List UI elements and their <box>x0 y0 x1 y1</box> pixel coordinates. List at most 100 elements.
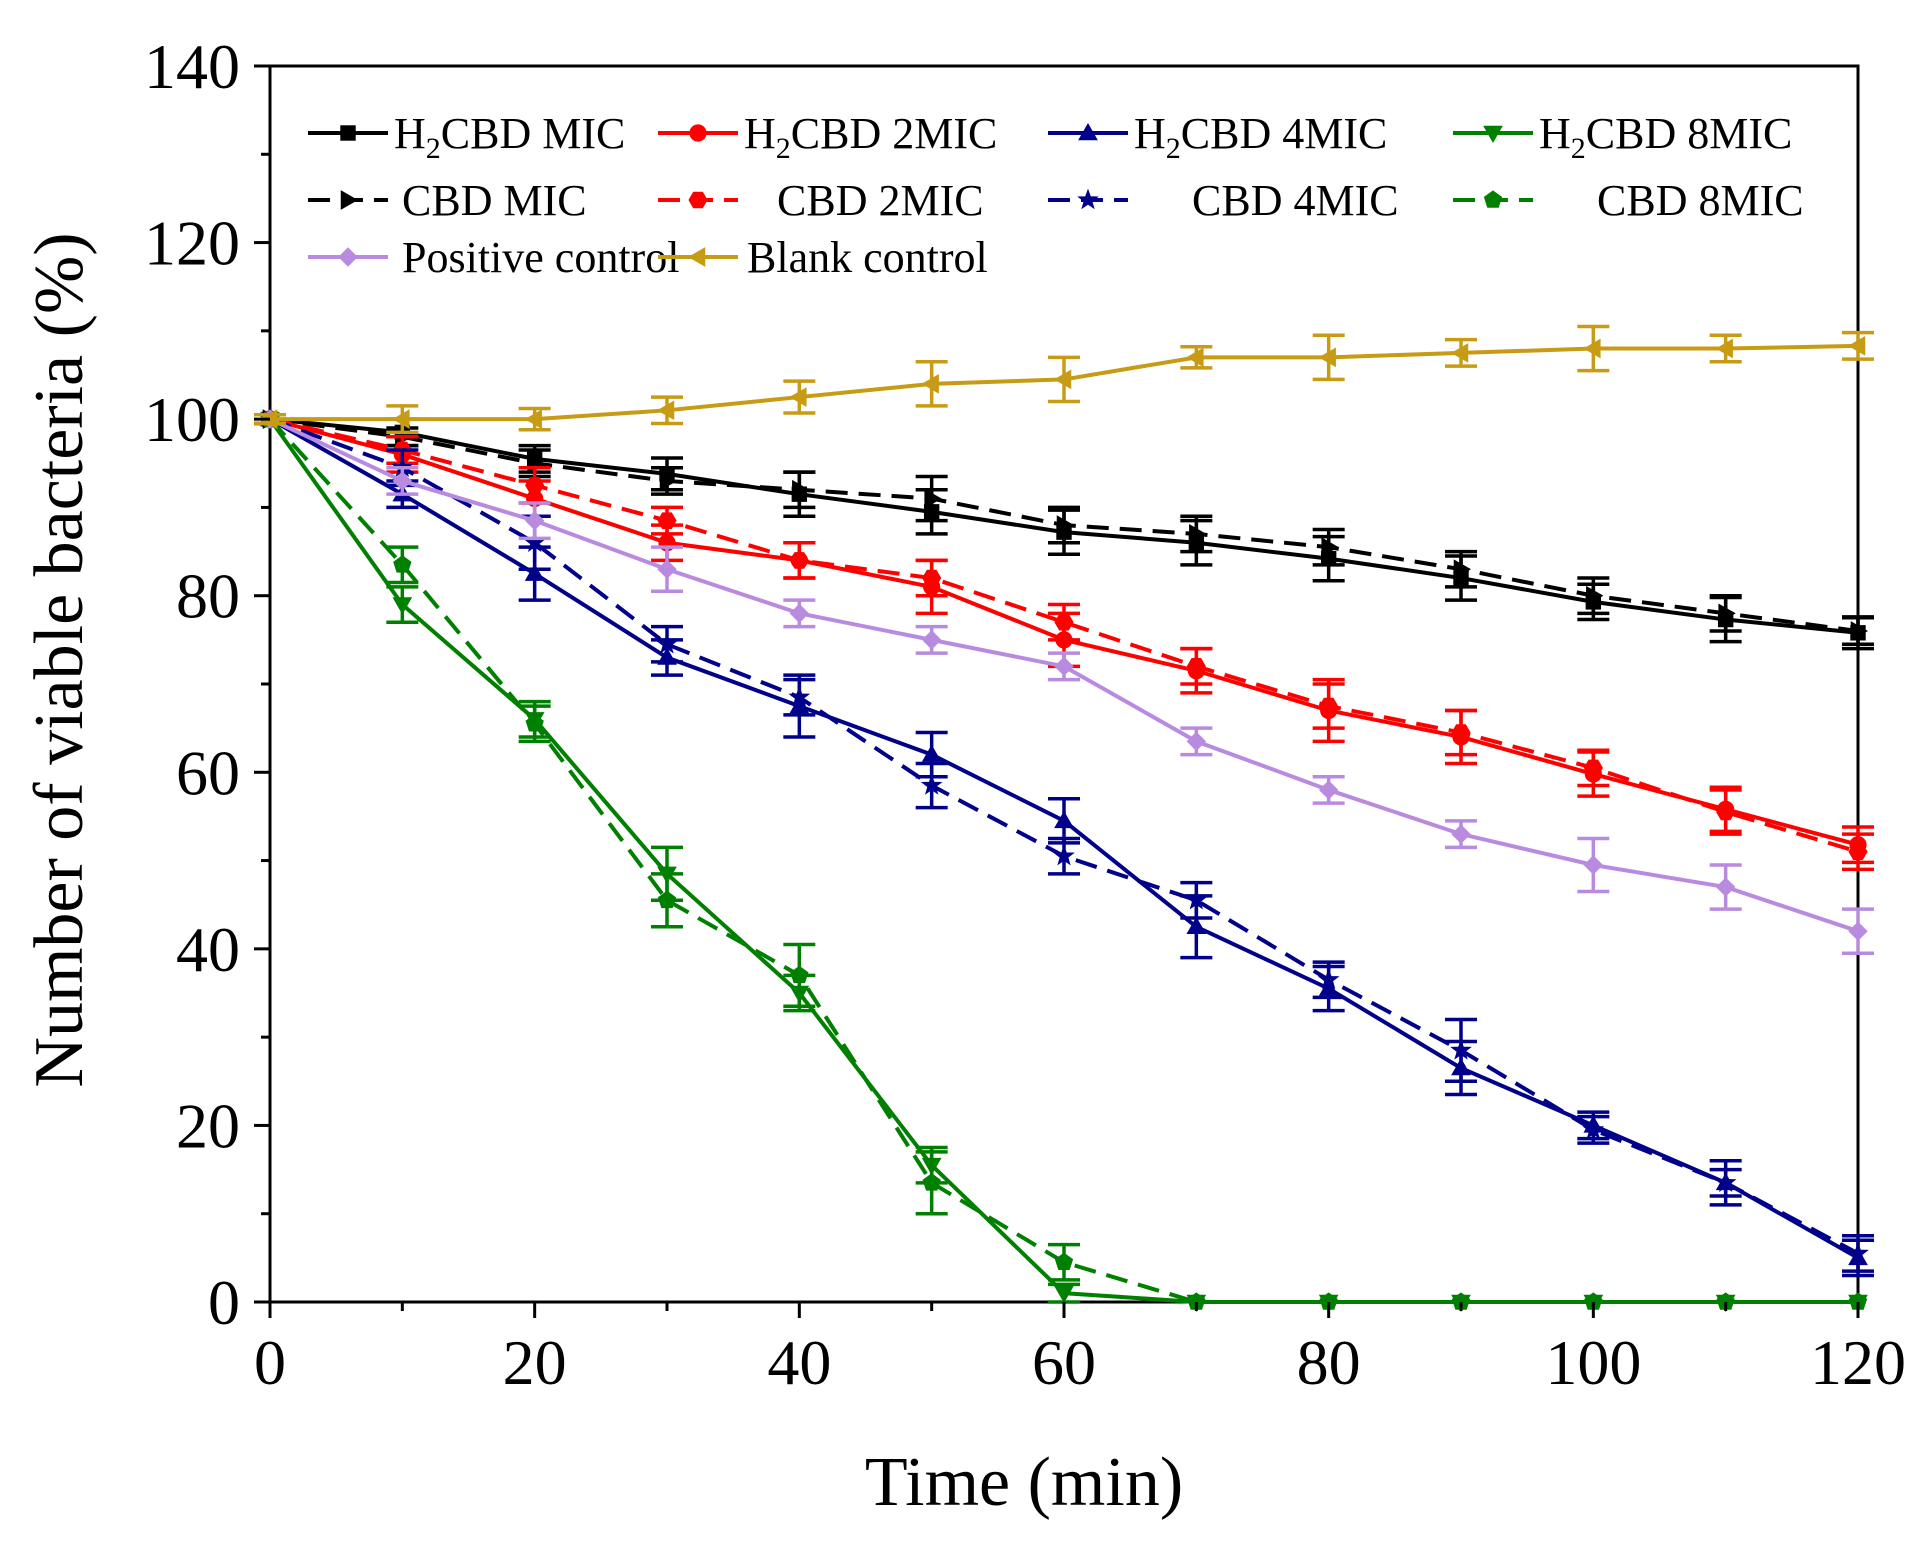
data-point <box>1185 888 1208 910</box>
legend-item: CBD 2MIC <box>658 176 984 225</box>
data-point <box>1321 537 1339 558</box>
data-point <box>657 559 677 579</box>
legend-item: Blank control <box>658 233 988 282</box>
y-tick-label: 40 <box>176 914 240 985</box>
data-point <box>1054 810 1074 829</box>
legend-swatch-marker <box>688 191 708 209</box>
legend-label: H2CBD MIC <box>394 109 625 165</box>
data-point <box>921 744 942 762</box>
ticks-layer: 0 20 40 60 80 100 120 0 20 40 60 80 100 120 140 <box>144 31 1906 1398</box>
data-point <box>1319 697 1339 715</box>
data-point <box>1318 347 1336 368</box>
data-point <box>525 714 544 732</box>
x-tick-label: 60 <box>1032 1327 1096 1398</box>
y-tick-label: 120 <box>144 208 240 279</box>
data-point <box>1054 1252 1074 1271</box>
legend-label: H2CBD 8MIC <box>1539 109 1792 165</box>
data-point <box>1318 780 1339 800</box>
data-point <box>1583 855 1604 875</box>
legend-swatch-marker <box>1077 188 1099 210</box>
x-axis-title: Time (min) <box>865 1444 1183 1521</box>
data-point <box>1054 1285 1074 1304</box>
data-point <box>1317 968 1340 989</box>
data-point <box>788 685 811 707</box>
data-point <box>525 477 545 494</box>
data-point <box>790 965 809 984</box>
x-tick-label: 80 <box>1297 1327 1361 1398</box>
legend-swatch-marker <box>687 247 706 267</box>
data-point <box>393 555 412 573</box>
legend-swatch-marker <box>1483 125 1503 144</box>
y-tick-label: 20 <box>176 1090 240 1161</box>
data-point <box>1848 921 1868 941</box>
legend-item: Positive control <box>308 233 679 282</box>
data-point <box>392 409 410 430</box>
data-point <box>1053 369 1072 390</box>
x-tick-label: 120 <box>1810 1327 1906 1398</box>
y-axis-title: Number of viable bacteria (%) <box>21 232 98 1087</box>
data-point <box>920 774 943 795</box>
data-point <box>1586 585 1604 606</box>
y-tick-label: 60 <box>176 737 240 808</box>
data-point <box>1583 338 1601 359</box>
y-tick-label: 80 <box>176 561 240 632</box>
data-point <box>1451 724 1471 741</box>
data-point <box>1453 559 1472 580</box>
data-point <box>1715 338 1733 359</box>
legend-label: H2CBD 4MIC <box>1134 109 1387 165</box>
data-point <box>659 471 678 491</box>
data-point <box>1186 916 1207 935</box>
series-layer <box>254 324 1874 1313</box>
legend-item: H2CBD 8MIC <box>1453 109 1792 165</box>
data-point <box>1718 603 1736 624</box>
y-tick-label: 0 <box>208 1267 240 1338</box>
data-point <box>657 512 677 529</box>
x-tick-label: 20 <box>503 1327 567 1398</box>
data-point <box>656 632 678 654</box>
data-point <box>1451 824 1471 844</box>
series-cbd-8mic <box>254 409 1868 1310</box>
y-tick-label: 140 <box>144 31 240 102</box>
data-point <box>1847 336 1866 356</box>
data-point <box>1715 877 1736 897</box>
legend-swatch-marker <box>340 190 359 210</box>
legend-label: Positive control <box>402 233 679 282</box>
data-point <box>921 373 939 394</box>
data-point <box>1186 347 1204 368</box>
legend-swatch-marker <box>338 247 358 267</box>
data-point <box>1054 656 1074 677</box>
data-point <box>1450 1039 1472 1060</box>
data-point <box>1186 731 1207 752</box>
x-tick-label: 40 <box>767 1327 831 1398</box>
data-point <box>524 563 545 581</box>
data-point <box>392 597 413 615</box>
legend-item: CBD MIC <box>308 176 587 225</box>
data-point <box>924 488 942 509</box>
data-point <box>657 890 677 909</box>
data-point <box>1450 343 1469 363</box>
legend-swatch-marker <box>1078 122 1098 141</box>
data-point <box>1189 524 1207 544</box>
data-point <box>1716 803 1736 821</box>
x-tick-label: 100 <box>1545 1327 1641 1398</box>
data-point <box>789 387 807 407</box>
data-point <box>524 409 542 430</box>
data-point <box>524 510 545 531</box>
legend-swatch-marker <box>1483 190 1503 208</box>
legend: H2CBD MIC H2CBD 2MIC H2CBD 4MIC H2CBD 8MIC C… <box>308 109 1804 282</box>
data-point <box>1582 1118 1605 1140</box>
data-point <box>789 552 809 569</box>
legend-label: CBD 8MIC <box>1597 176 1804 225</box>
data-point <box>1847 1242 1869 1263</box>
data-point <box>789 603 810 624</box>
data-point <box>921 630 942 650</box>
data-point <box>922 569 942 587</box>
data-point <box>1053 844 1075 866</box>
legend-swatch-marker <box>340 125 356 141</box>
data-point <box>1054 613 1074 631</box>
legend-label: H2CBD 2MIC <box>744 109 997 165</box>
y-tick-label: 100 <box>144 384 240 455</box>
data-point <box>792 479 810 500</box>
data-point <box>1848 843 1868 861</box>
legend-item: H2CBD 2MIC <box>658 109 997 165</box>
